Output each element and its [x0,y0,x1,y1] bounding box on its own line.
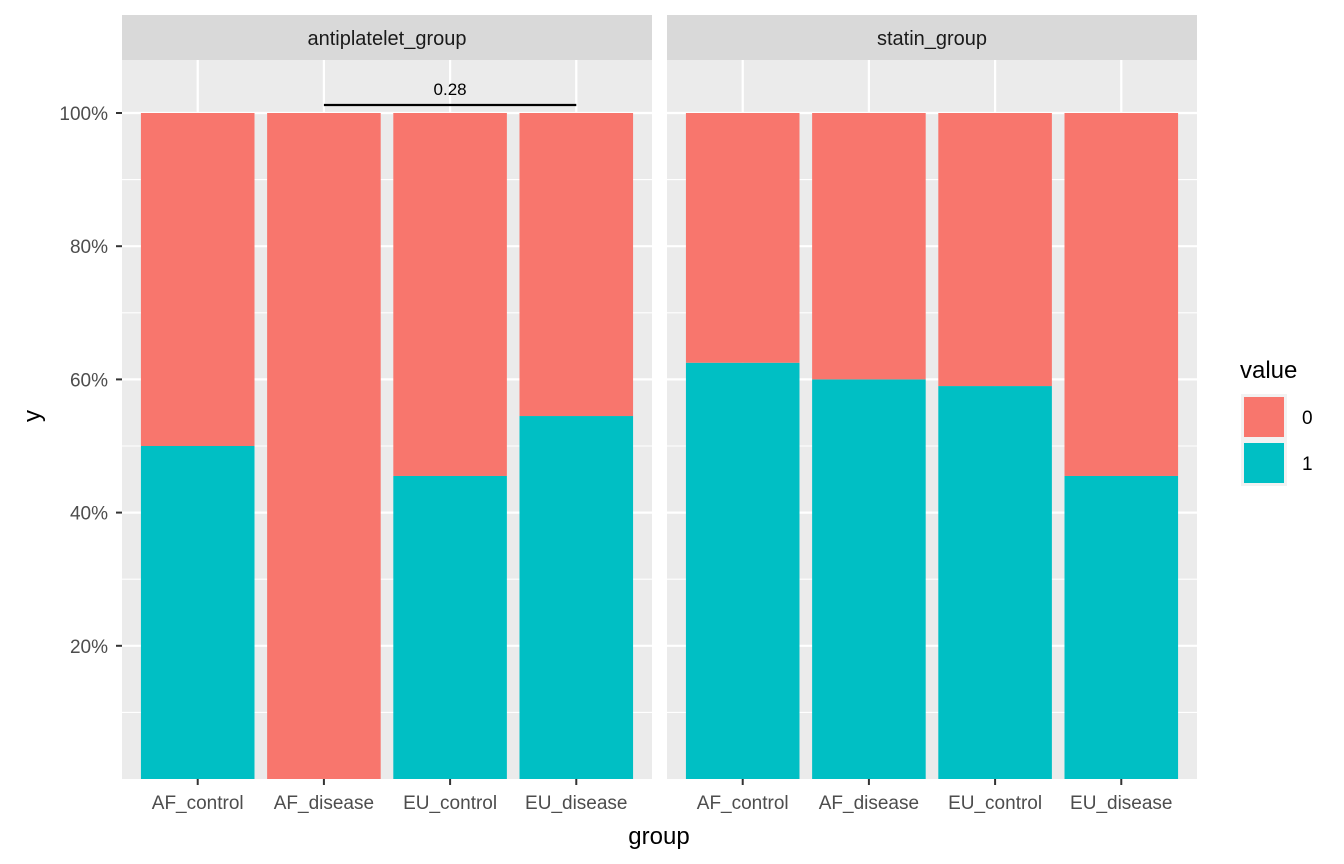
x-tick-label: EU_disease [525,793,627,814]
p-value-label: 0.28 [434,80,467,99]
bar-antiplatelet_group-EU_disease-value-1 [519,416,634,779]
y-tick-label: 80% [70,237,108,258]
x-tick-label: AF_disease [274,793,374,814]
bar-antiplatelet_group-AF_disease-value-0 [267,113,381,779]
legend-key-swatch-1 [1244,443,1284,483]
facet-panel-statin_group: statin_group AF_control AF_disease EU_contr… [667,15,1197,814]
y-axis-title: y [19,410,46,422]
legend-label: 0 [1302,408,1313,429]
bar-statin_group-AF_disease-value-0 [812,113,926,380]
bar-antiplatelet_group-AF_control-value-1 [140,446,255,779]
x-axis-title: group [628,823,689,850]
legend-key-swatch-0 [1244,397,1284,437]
y-tick-label: 60% [70,370,108,391]
y-tick-label: 20% [70,637,108,658]
bar-antiplatelet_group-EU_control-value-1 [393,475,507,779]
bar-antiplatelet_group-AF_control-value-0 [140,113,255,446]
bar-antiplatelet_group-EU_control-value-0 [393,113,507,476]
facet-panel-antiplatelet_group: antiplatelet_group AF_control AF_disease EU… [122,15,652,814]
bar-statin_group-AF_disease-value-1 [812,379,926,779]
significance-bracket: 0.28 [323,80,577,107]
bar-statin_group-AF_control-value-1 [685,362,800,779]
bar-statin_group-EU_disease-value-0 [1064,113,1179,476]
x-tick-label: EU_control [403,793,497,814]
facet-strip-label: antiplatelet_group [307,28,466,50]
facet-strip [667,15,1197,60]
bar-statin_group-EU_disease-value-1 [1064,475,1179,779]
facet-strip-label: statin_group [877,28,987,50]
y-axis: 20% 40% 60% 80% 100% [59,104,122,658]
x-tick-label: AF_control [697,793,789,814]
bar-statin_group-EU_control-value-1 [938,386,1052,779]
x-tick-label: EU_disease [1070,793,1172,814]
bar-statin_group-EU_control-value-0 [938,113,1052,387]
x-tick-label: AF_control [152,793,244,814]
facet-strip [122,15,652,60]
legend-title: value [1240,357,1297,384]
legend: value 0 1 [1240,357,1313,486]
bar-antiplatelet_group-EU_disease-value-0 [519,113,634,417]
x-tick-label: EU_control [948,793,1042,814]
legend-label: 1 [1302,454,1313,475]
bar-statin_group-AF_control-value-0 [685,113,800,363]
chart-panels: antiplatelet_group AF_control AF_disease EU… [122,15,1197,814]
y-tick-label: 100% [59,104,108,125]
y-tick-label: 40% [70,504,108,525]
x-tick-label: AF_disease [819,793,919,814]
